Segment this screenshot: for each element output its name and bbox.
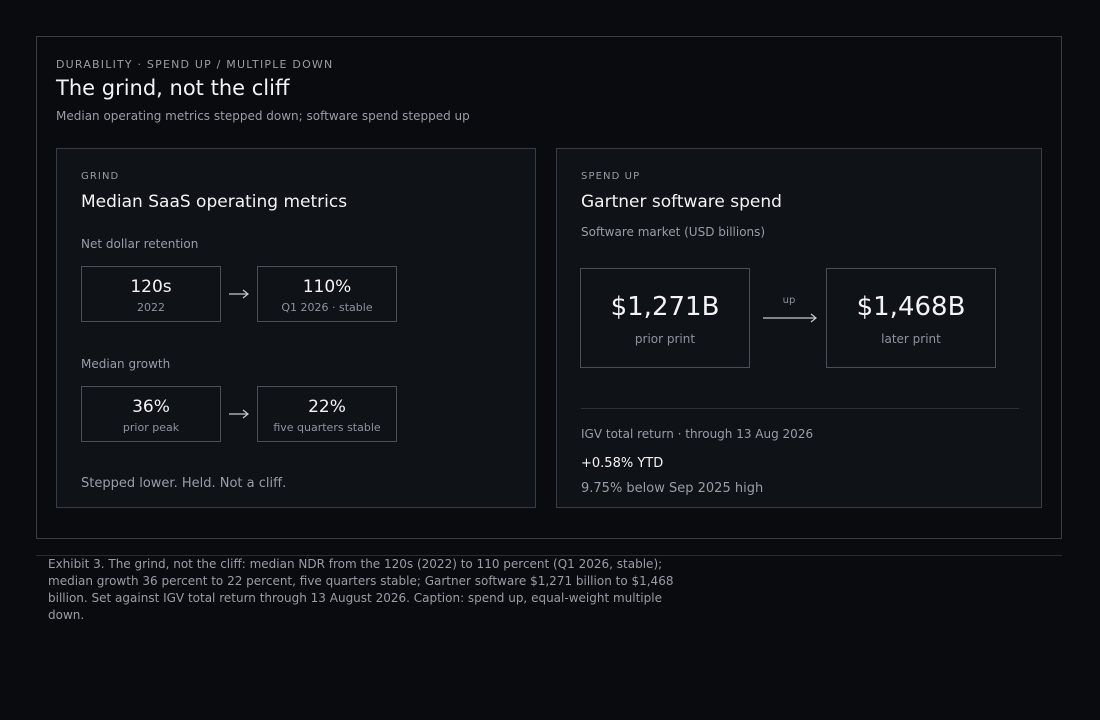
ndr-from-value: 120s	[130, 277, 172, 297]
growth-from-sub: prior peak	[122, 421, 180, 434]
growth-to-box: 22% five quarters stable	[257, 386, 397, 442]
grind-footnote: Stepped lower. Held. Not a cliff.	[81, 476, 287, 491]
ndr-arrow-icon	[229, 289, 249, 299]
spend-divider	[581, 408, 1019, 409]
igv-label: IGV total return · through 13 Aug 2026	[581, 427, 814, 441]
growth-from-box: 36% prior peak	[81, 386, 221, 442]
growth-from-value: 36%	[132, 397, 170, 417]
grind-card-kicker: GRIND	[81, 171, 120, 182]
spend-from-box: $1,271B prior print	[580, 268, 750, 368]
spend-card: SPEND UP Gartner software spend Software…	[556, 148, 1042, 508]
exhibit-kicker: DURABILITY · SPEND UP / MULTIPLE DOWN	[56, 58, 334, 71]
growth-to-sub: five quarters stable	[273, 421, 381, 434]
ndr-to-value: 110%	[302, 277, 352, 297]
igv-ytd: +0.58% YTD	[581, 456, 664, 471]
ndr-from-box: 120s 2022	[81, 266, 221, 322]
software-market-label: Software market (USD billions)	[581, 225, 766, 239]
grind-card-title: Median SaaS operating metrics	[81, 192, 348, 212]
grind-card: GRIND Median SaaS operating metrics Net …	[56, 148, 536, 508]
caption-divider	[36, 555, 1062, 556]
spend-to-sub: later print	[881, 332, 941, 346]
igv-below-high: 9.75% below Sep 2025 high	[581, 481, 764, 496]
spend-from-value: $1,271B	[610, 292, 720, 322]
growth-arrow-icon	[229, 409, 249, 419]
spend-card-kicker: SPEND UP	[581, 171, 641, 182]
ndr-to-sub: Q1 2026 · stable	[281, 301, 373, 314]
exhibit-caption: Exhibit 3. The grind, not the cliff: med…	[48, 557, 674, 622]
growth-to-value: 22%	[308, 397, 346, 417]
ndr-to-box: 110% Q1 2026 · stable	[257, 266, 397, 322]
exhibit-title: The grind, not the cliff	[56, 76, 290, 100]
spend-to-box: $1,468B later print	[826, 268, 996, 368]
spend-to-value: $1,468B	[856, 292, 966, 322]
spend-arrow-icon	[763, 313, 817, 323]
ndr-from-sub: 2022	[137, 301, 165, 314]
exhibit-subtitle: Median operating metrics stepped down; s…	[56, 109, 470, 123]
spend-from-sub: prior print	[634, 332, 696, 346]
growth-label: Median growth	[81, 357, 171, 371]
spend-card-title: Gartner software spend	[581, 192, 782, 212]
spend-arrow-label: up	[782, 295, 796, 306]
ndr-label: Net dollar retention	[81, 237, 199, 251]
